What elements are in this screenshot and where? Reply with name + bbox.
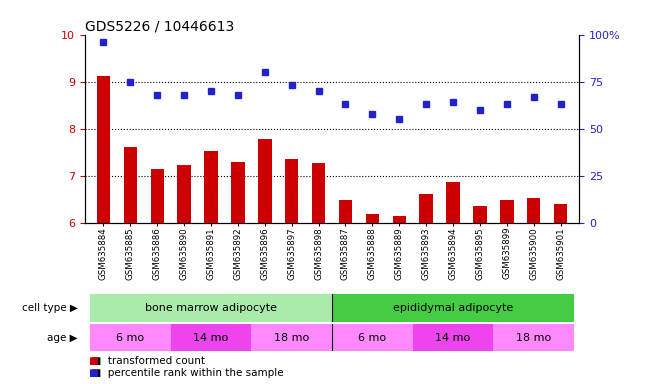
Text: 14 mo: 14 mo xyxy=(436,333,471,343)
Text: epididymal adipocyte: epididymal adipocyte xyxy=(393,303,513,313)
Bar xyxy=(124,147,137,223)
Text: 18 mo: 18 mo xyxy=(516,333,551,343)
Bar xyxy=(447,182,460,223)
Bar xyxy=(90,324,171,351)
Text: ■: ■ xyxy=(88,356,98,366)
Bar xyxy=(285,159,298,223)
Bar xyxy=(204,151,217,223)
Text: 14 mo: 14 mo xyxy=(193,333,229,343)
Bar xyxy=(339,200,352,223)
Bar xyxy=(473,206,487,223)
Bar xyxy=(251,324,332,351)
Bar xyxy=(493,324,574,351)
Text: 18 mo: 18 mo xyxy=(274,333,309,343)
Bar xyxy=(231,162,245,223)
Text: bone marrow adipocyte: bone marrow adipocyte xyxy=(145,303,277,313)
Bar xyxy=(178,166,191,223)
Bar xyxy=(419,194,433,223)
Bar xyxy=(366,214,379,223)
Text: GDS5226 / 10446613: GDS5226 / 10446613 xyxy=(85,20,234,33)
Text: age ▶: age ▶ xyxy=(48,333,78,343)
Bar xyxy=(393,216,406,223)
Bar xyxy=(527,198,540,223)
Text: ■: ■ xyxy=(88,368,98,379)
Text: ■  transformed count: ■ transformed count xyxy=(85,356,204,366)
Bar xyxy=(312,162,326,223)
Bar xyxy=(413,324,493,351)
Text: cell type ▶: cell type ▶ xyxy=(22,303,78,313)
Bar xyxy=(258,139,271,223)
Bar xyxy=(554,204,567,223)
Text: 6 mo: 6 mo xyxy=(117,333,145,343)
Bar xyxy=(171,324,251,351)
Text: ■  percentile rank within the sample: ■ percentile rank within the sample xyxy=(85,368,283,379)
Bar xyxy=(97,76,110,223)
Text: 6 mo: 6 mo xyxy=(358,333,387,343)
Bar xyxy=(150,169,164,223)
Bar xyxy=(332,324,413,351)
Bar xyxy=(332,294,574,322)
Bar xyxy=(500,200,514,223)
Bar xyxy=(90,294,332,322)
